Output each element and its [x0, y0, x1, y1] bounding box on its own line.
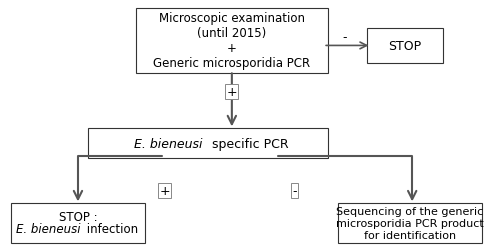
FancyBboxPatch shape	[10, 203, 145, 243]
Text: specific PCR: specific PCR	[208, 137, 288, 150]
Text: -: -	[292, 184, 296, 197]
FancyBboxPatch shape	[338, 203, 482, 243]
Text: Sequencing of the generic
microsporidia PCR product
for identification: Sequencing of the generic microsporidia …	[336, 207, 484, 240]
FancyBboxPatch shape	[88, 129, 328, 159]
Text: +: +	[159, 184, 170, 197]
Text: -: -	[342, 31, 347, 44]
Text: E. bieneusi: E. bieneusi	[16, 222, 80, 235]
FancyBboxPatch shape	[136, 9, 328, 74]
Text: STOP: STOP	[388, 40, 422, 53]
Text: STOP :: STOP :	[58, 210, 98, 224]
Text: Microscopic examination
(until 2015)
+
Generic microsporidia PCR: Microscopic examination (until 2015) + G…	[154, 12, 310, 70]
Text: infection: infection	[83, 222, 138, 235]
Text: E. bieneusi: E. bieneusi	[134, 137, 203, 150]
Text: +: +	[226, 86, 237, 99]
FancyBboxPatch shape	[366, 29, 444, 64]
